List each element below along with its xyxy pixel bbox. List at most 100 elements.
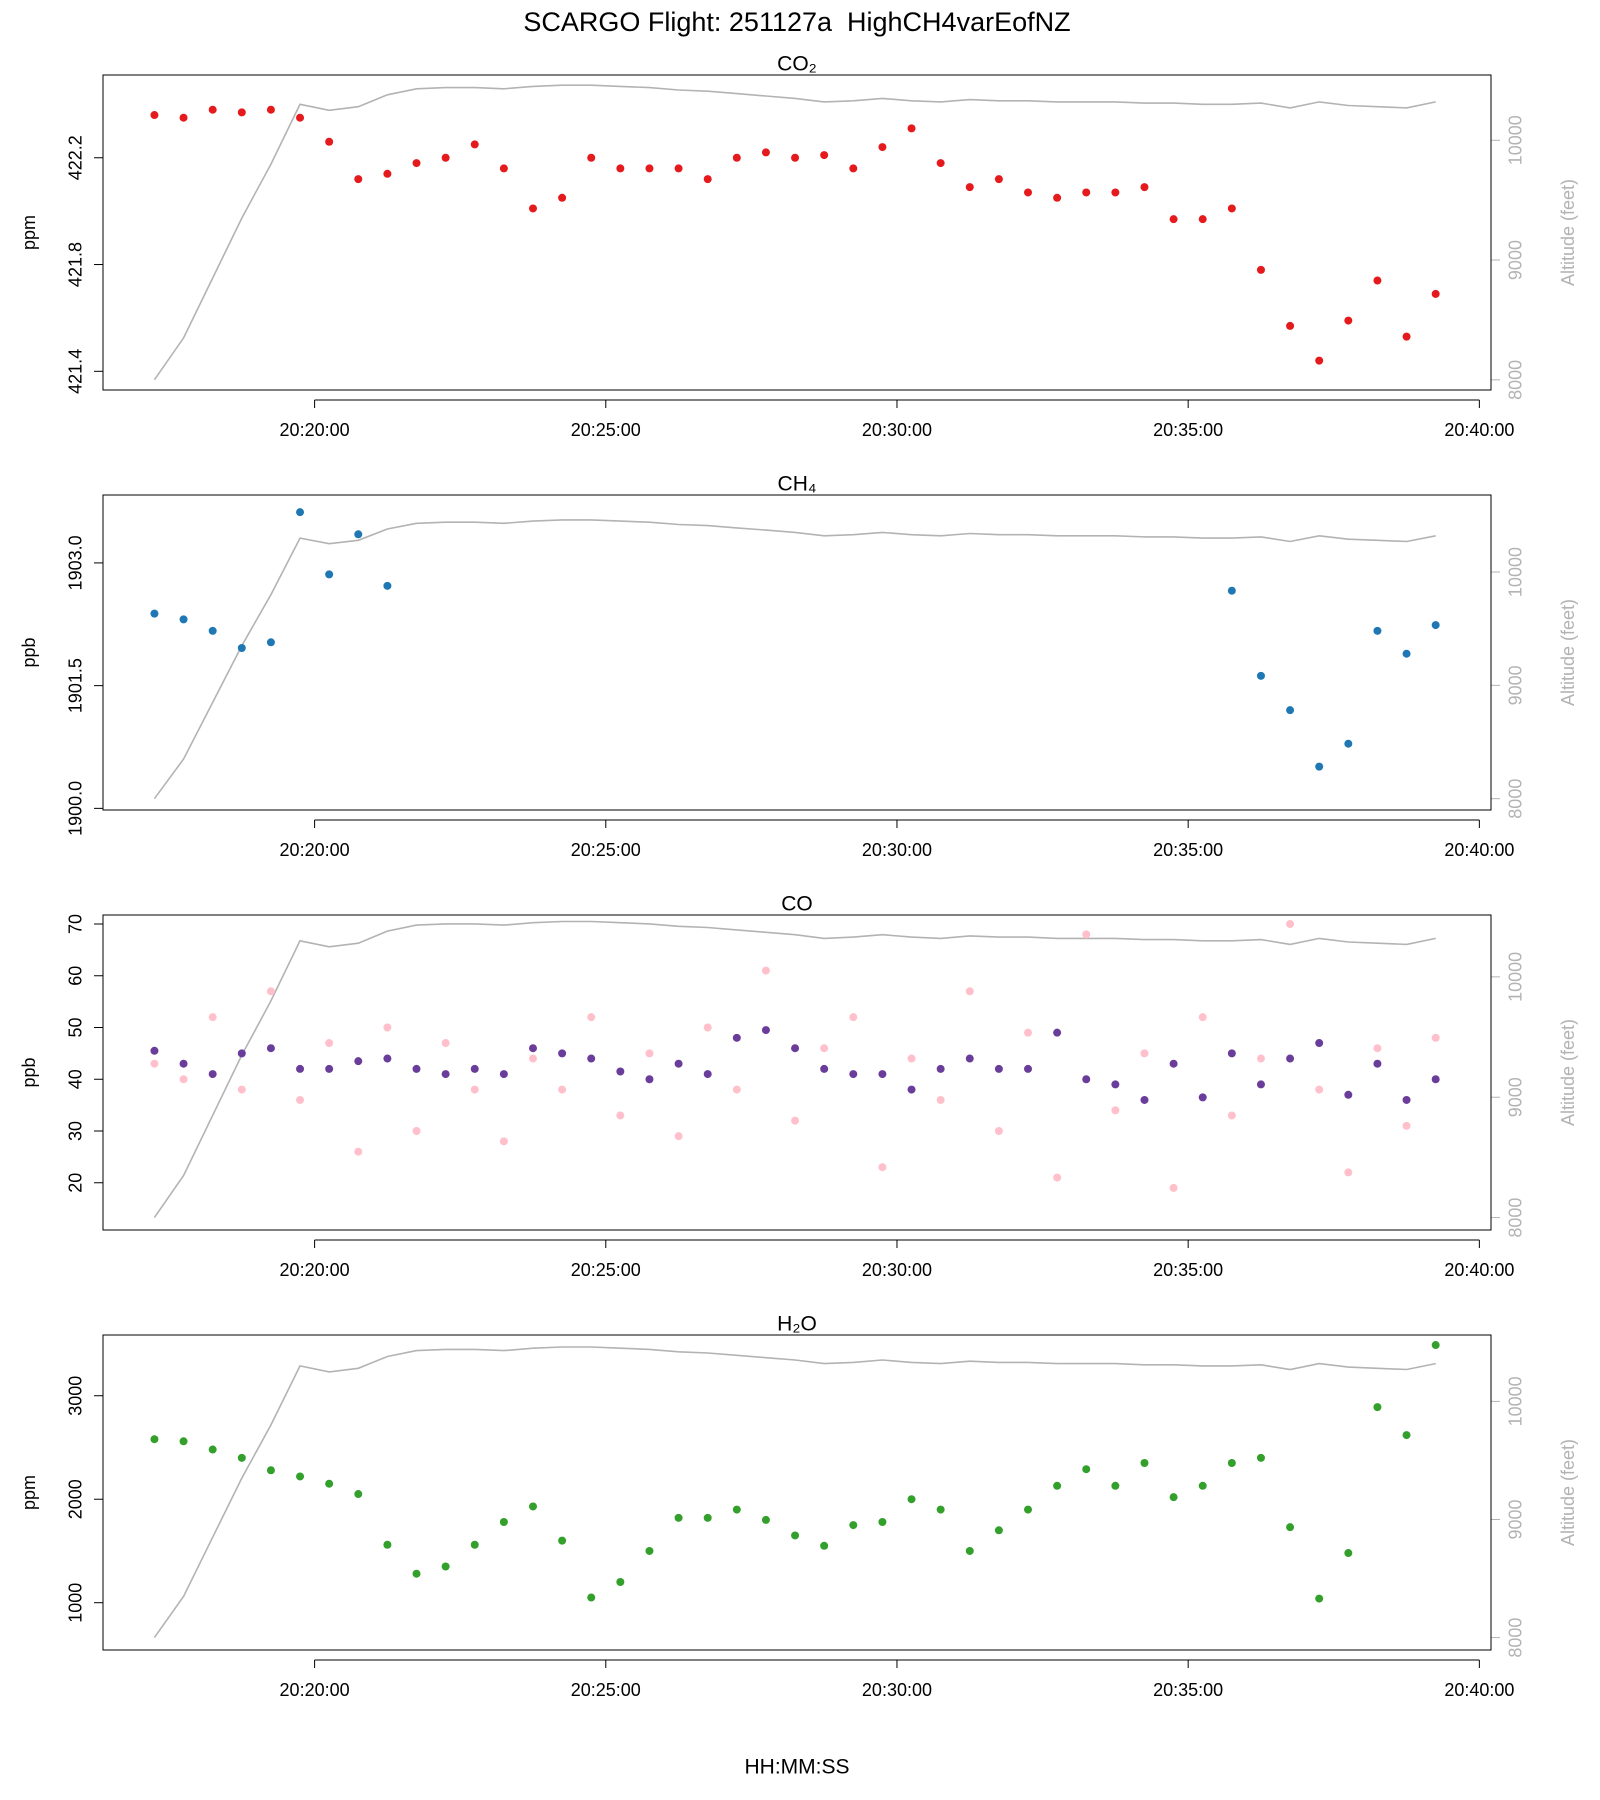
data-point [441,153,450,162]
x-tick-label: 20:25:00 [571,1680,641,1700]
data-point [936,1505,945,1514]
data-point [820,1541,829,1550]
data-point [936,1095,945,1104]
data-point [1402,1121,1411,1130]
data-point [1053,1481,1062,1490]
y2-tick-label: 9000 [1506,1077,1526,1117]
x-tick-label: 20:30:00 [862,840,932,860]
x-tick-label: 20:20:00 [280,1680,350,1700]
data-point [412,1127,421,1136]
data-point [616,1578,625,1587]
data-point [1286,920,1295,929]
data-point [441,1070,450,1079]
y2-tick-label: 10000 [1506,115,1526,165]
data-point [528,1054,537,1063]
data-point [499,1070,508,1079]
data-point [732,153,741,162]
data-point [674,1132,683,1141]
y-axis-label: ppb [19,637,39,667]
data-point [674,1513,683,1522]
data-point [1373,1044,1382,1053]
data-point [383,1540,392,1549]
y-tick-label: 3000 [66,1376,86,1416]
panel-title: CO [781,893,813,916]
data-point [1256,671,1265,680]
data-point [237,108,246,117]
data-point [150,111,159,120]
data-point [1198,1013,1207,1022]
data-point [1373,1403,1382,1412]
data-point [994,175,1003,184]
data-point [237,1049,246,1058]
data-point [208,626,217,635]
data-point [237,1453,246,1462]
data-point [296,1064,305,1073]
data-point [1227,204,1236,213]
data-point [994,1127,1003,1136]
data-point [296,113,305,122]
data-point [1024,1028,1033,1037]
y-axis-label: ppm [19,1475,39,1510]
data-point [1053,1173,1062,1182]
data-point [528,1044,537,1053]
y2-tick-label: 9000 [1506,240,1526,280]
plot-frame [102,1334,1492,1651]
data-point [878,143,887,152]
data-point [587,1593,596,1602]
data-point [878,1163,887,1172]
data-point [237,644,246,652]
y2-axis-label: Altitude (feet) [1558,1439,1578,1546]
data-point [1431,1033,1440,1042]
plot-frame [102,914,1492,1231]
data-point [354,1057,363,1066]
data-point [1053,193,1062,202]
y-tick-label: 421.8 [66,242,86,287]
data-point [1431,1341,1440,1350]
y-tick-label: 70 [66,914,86,934]
y2-tick-label: 8000 [1506,360,1526,400]
data-point [1315,1039,1324,1048]
data-point [936,1064,945,1073]
data-point [849,1070,858,1079]
data-point [616,164,625,173]
data-point [383,581,392,590]
data-point [1198,215,1207,224]
data-point [1344,739,1353,748]
data-point [732,1033,741,1042]
data-point [1286,321,1295,330]
y2-tick-label: 9000 [1506,665,1526,705]
data-point [441,1562,450,1571]
data-point [237,1085,246,1094]
x-tick-label: 20:40:00 [1444,420,1514,440]
data-point [296,1472,305,1481]
data-point [528,204,537,213]
data-point [645,1546,654,1555]
data-point [1402,332,1411,341]
data-point [150,1059,159,1068]
data-point [849,164,858,173]
data-point [1227,586,1236,595]
data-point [208,1013,217,1022]
data-point [994,1526,1003,1535]
data-point [645,1075,654,1084]
data-point [1402,1431,1411,1440]
y2-tick-label: 10000 [1506,1376,1526,1426]
data-point [325,570,334,579]
x-tick-label: 20:40:00 [1444,1680,1514,1700]
data-point [1227,1111,1236,1120]
x-tick-label: 20:20:00 [280,1260,350,1280]
data-point [703,175,712,184]
data-point [1315,762,1324,771]
data-point [1402,649,1411,658]
data-point [1286,1054,1295,1063]
data-point [820,1064,829,1073]
data-point [1140,1459,1149,1468]
data-point [325,1039,334,1048]
data-point [965,987,974,996]
data-point [907,1085,916,1094]
data-point [1024,1064,1033,1073]
data-point [1431,621,1440,630]
x-tick-label: 20:40:00 [1444,840,1514,860]
